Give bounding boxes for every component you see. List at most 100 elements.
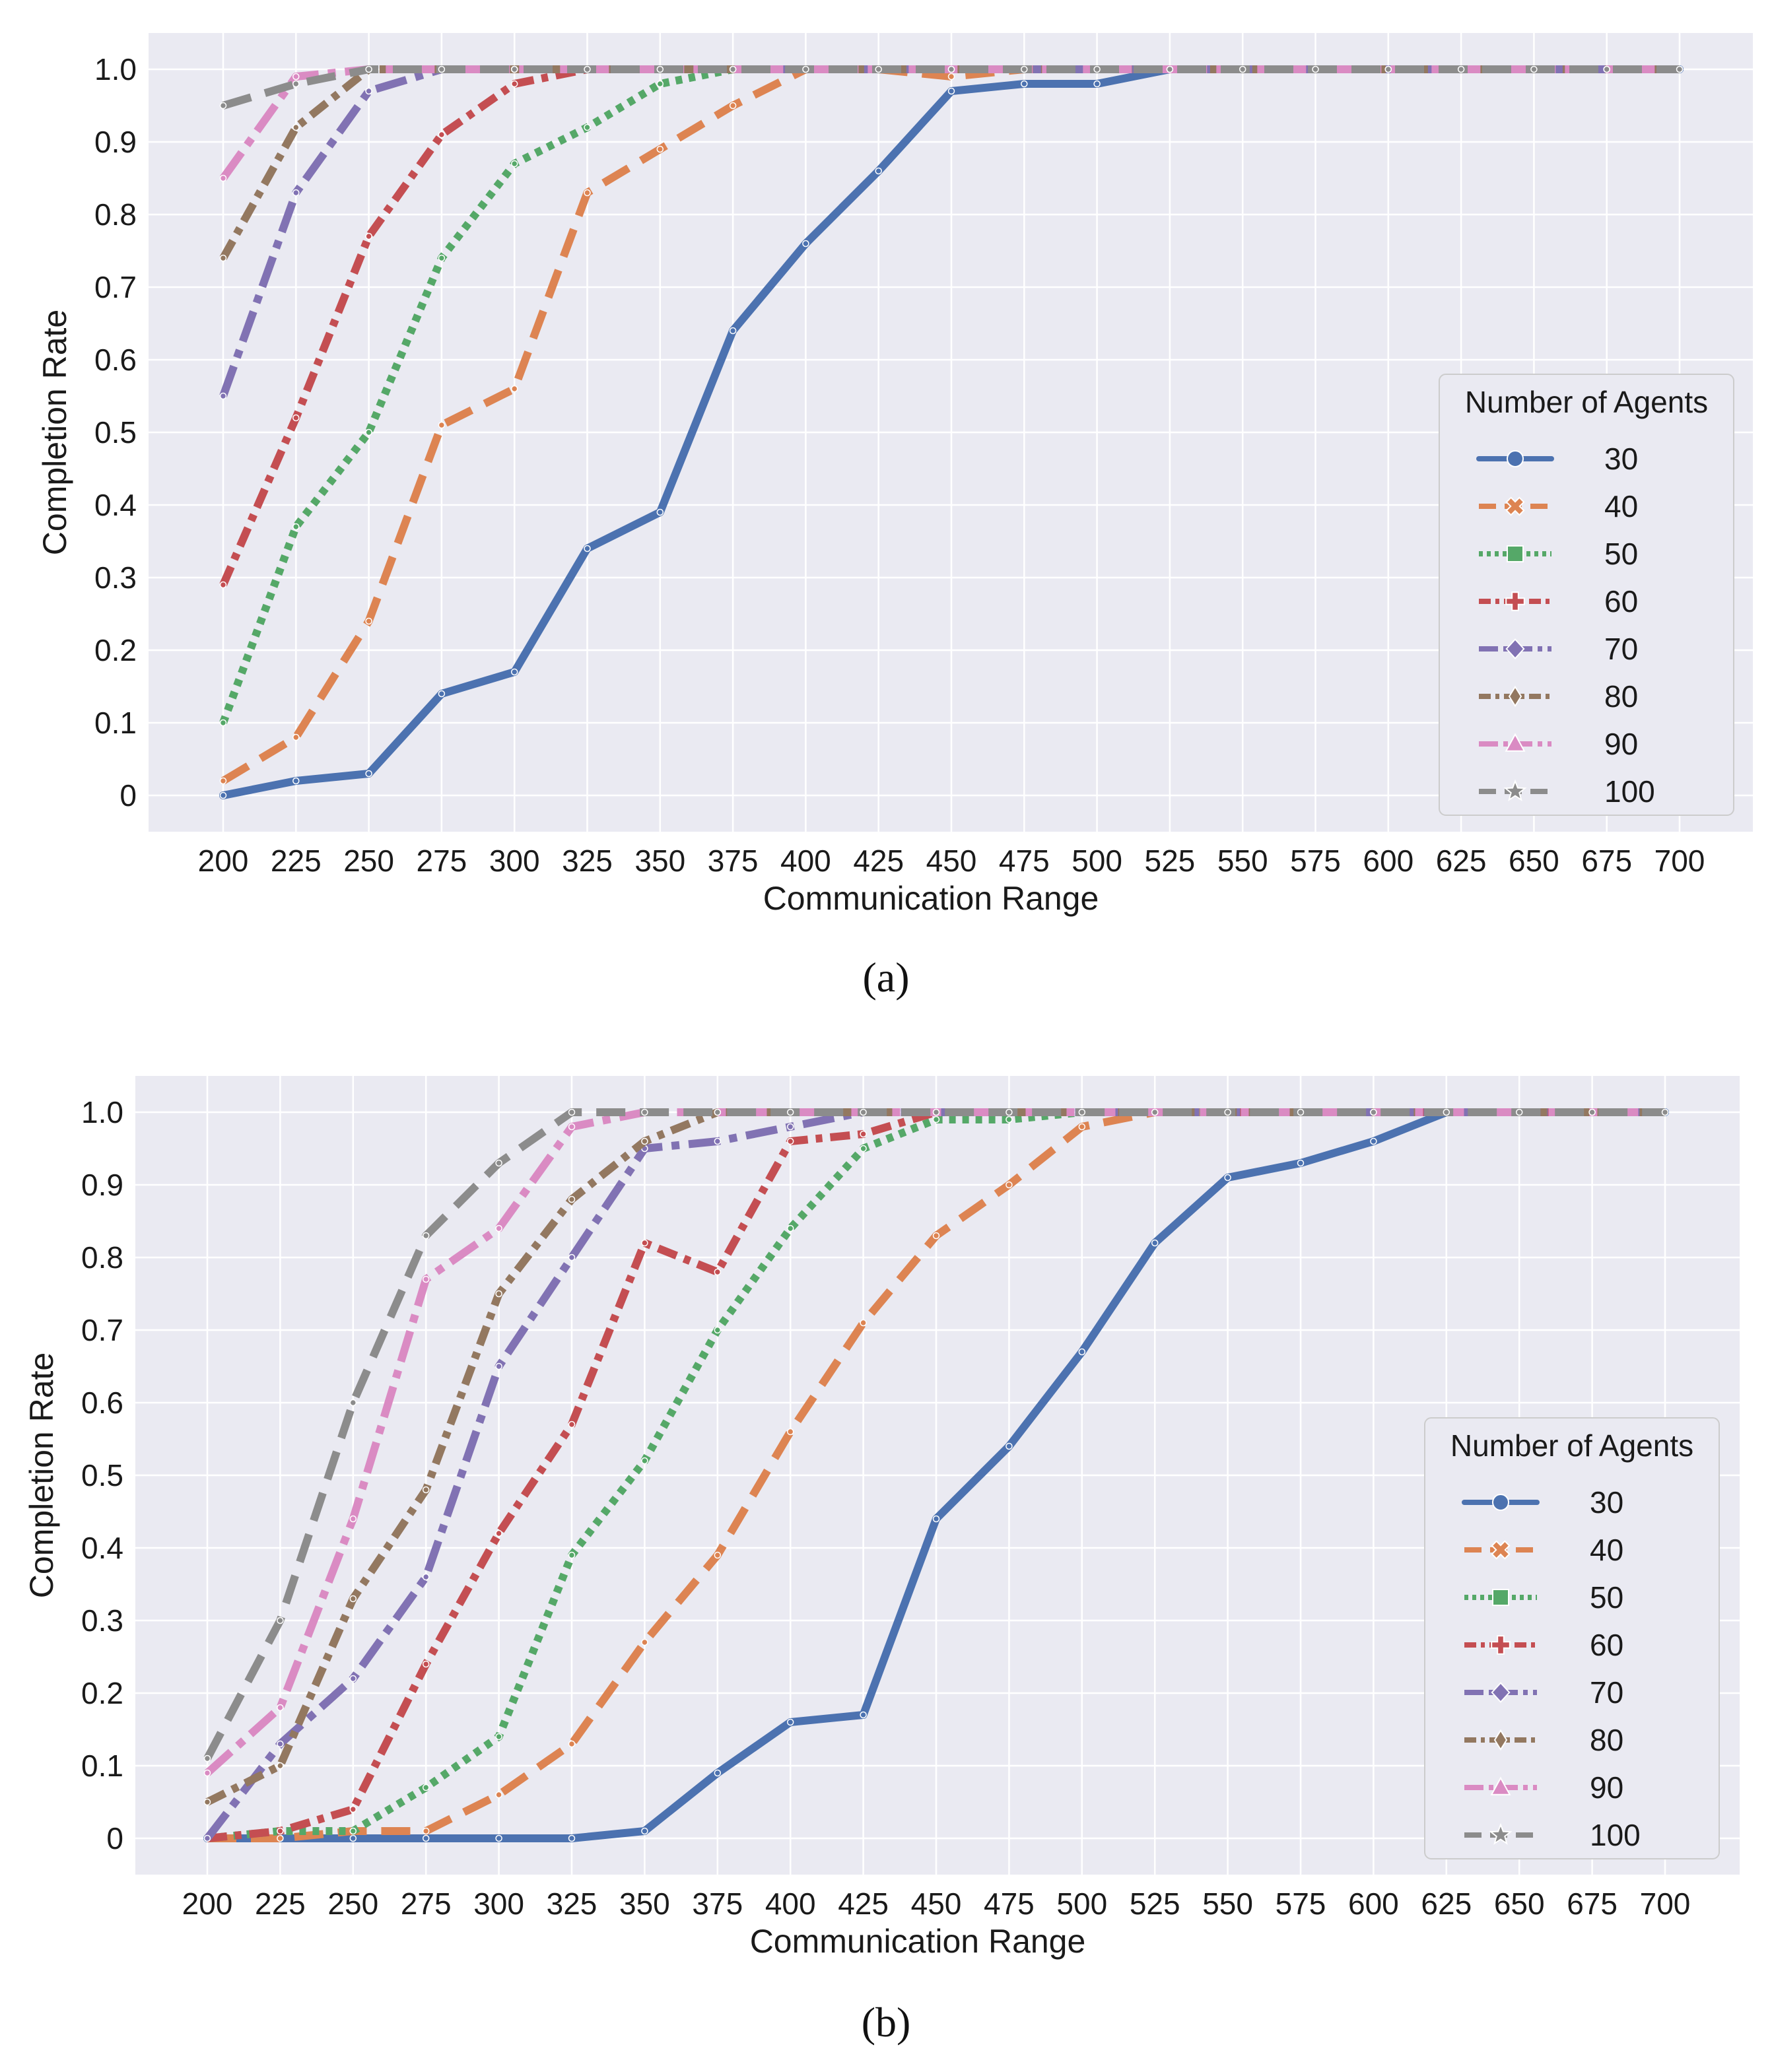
y-tick-label: 0.8 <box>94 197 137 232</box>
x-tick-label: 475 <box>984 1887 1035 1921</box>
series-line-40 <box>221 65 1680 785</box>
x-tick-label: 450 <box>926 844 977 878</box>
x-tick-label: 525 <box>1145 844 1196 878</box>
data-point <box>422 1232 430 1240</box>
data-point <box>365 87 372 95</box>
x-tick-label: 700 <box>1640 1887 1691 1921</box>
legend: Number of Agents 30 40 50 60 70 80 90 100 <box>1439 374 1734 816</box>
x-tick-label: 300 <box>473 1887 524 1921</box>
data-point <box>422 1573 430 1581</box>
data-point <box>932 1515 940 1523</box>
data-point <box>510 80 518 88</box>
x-tick-label: 200 <box>198 844 249 878</box>
x-tick-label: 500 <box>1056 1887 1107 1921</box>
data-point <box>495 1362 502 1370</box>
data-point <box>292 414 300 422</box>
legend-marker-60 <box>1505 591 1525 611</box>
legend-label-30: 30 <box>1604 442 1638 476</box>
data-point <box>584 189 591 197</box>
data-point <box>584 65 591 73</box>
data-point <box>495 1834 502 1842</box>
data-point <box>1443 1108 1450 1116</box>
legend-label-40: 40 <box>1604 489 1638 523</box>
data-point <box>1239 65 1246 73</box>
x-tick-label: 525 <box>1130 1887 1180 1921</box>
data-point <box>219 392 227 400</box>
data-point <box>203 1769 211 1777</box>
panel-label: (a) <box>862 954 909 1001</box>
data-point <box>656 65 664 73</box>
data-point <box>219 581 227 589</box>
data-point <box>438 254 446 262</box>
data-point <box>365 232 372 240</box>
x-tick-label: 450 <box>911 1887 962 1921</box>
data-point <box>277 1762 284 1770</box>
data-point <box>947 65 955 73</box>
data-point <box>1151 1108 1159 1116</box>
data-point <box>495 1290 502 1298</box>
data-point <box>422 1275 430 1283</box>
legend-marker-80 <box>1493 1729 1508 1751</box>
x-tick-label: 675 <box>1581 844 1632 878</box>
data-point <box>422 1660 430 1668</box>
data-point <box>860 1145 867 1153</box>
data-point <box>438 690 446 698</box>
data-point <box>422 1486 430 1494</box>
data-point <box>495 1159 502 1167</box>
y-tick-label: 0.9 <box>81 1168 123 1202</box>
data-point <box>365 770 372 778</box>
data-point <box>1588 1108 1596 1116</box>
data-point <box>349 1399 357 1407</box>
data-point <box>1224 1108 1231 1116</box>
data-point <box>802 240 809 248</box>
y-tick-label: 0.7 <box>94 270 137 304</box>
data-point <box>292 189 300 197</box>
data-point <box>1005 1108 1013 1116</box>
data-point <box>349 1827 357 1835</box>
x-tick-label: 475 <box>999 844 1050 878</box>
data-point <box>422 1784 430 1791</box>
legend: Number of Agents 30 40 50 60 70 80 90 100 <box>1424 1417 1720 1859</box>
data-point <box>1093 80 1101 88</box>
data-point <box>219 719 227 727</box>
legend-marker-90 <box>1505 733 1526 752</box>
data-point <box>584 545 591 552</box>
legend-label-100: 100 <box>1590 1818 1641 1852</box>
data-point <box>1457 65 1465 73</box>
data-point <box>568 1253 576 1261</box>
y-tick-label: 0.1 <box>81 1749 123 1783</box>
data-point <box>860 1130 867 1138</box>
data-point <box>641 1137 648 1145</box>
data-point <box>277 1617 284 1624</box>
data-point <box>714 1268 722 1276</box>
data-point <box>1312 65 1319 73</box>
legend-label-80: 80 <box>1590 1723 1623 1757</box>
data-point <box>641 1827 648 1835</box>
data-point <box>714 1551 722 1559</box>
data-point <box>438 131 446 139</box>
data-point <box>365 428 372 436</box>
data-point <box>1078 1123 1086 1131</box>
data-point <box>714 1137 722 1145</box>
data-point <box>860 1711 867 1719</box>
data-point <box>641 1638 648 1646</box>
x-tick-label: 225 <box>255 1887 306 1921</box>
legend-label-80: 80 <box>1604 679 1638 714</box>
data-point <box>656 80 664 88</box>
data-point <box>875 65 882 73</box>
data-point <box>786 1718 794 1726</box>
y-tick-label: 0.6 <box>81 1386 123 1420</box>
legend-marker-40 <box>1505 496 1525 516</box>
data-point <box>947 87 955 95</box>
data-point <box>932 1232 940 1240</box>
y-axis-label: Completion Rate <box>23 1353 60 1598</box>
data-point <box>786 1224 794 1232</box>
legend-label-90: 90 <box>1590 1770 1623 1805</box>
data-point <box>349 1595 357 1603</box>
data-point <box>860 1319 867 1327</box>
y-tick-label: 0.4 <box>81 1531 123 1565</box>
data-point <box>277 1704 284 1712</box>
chart-panel-b: 0 0.1 0.2 0.3 0.4 0.5 0.6 0.7 0.8 0.9 1.0 200 225 250… <box>23 1076 1740 2046</box>
data-point <box>584 123 591 131</box>
data-point <box>786 1123 794 1131</box>
